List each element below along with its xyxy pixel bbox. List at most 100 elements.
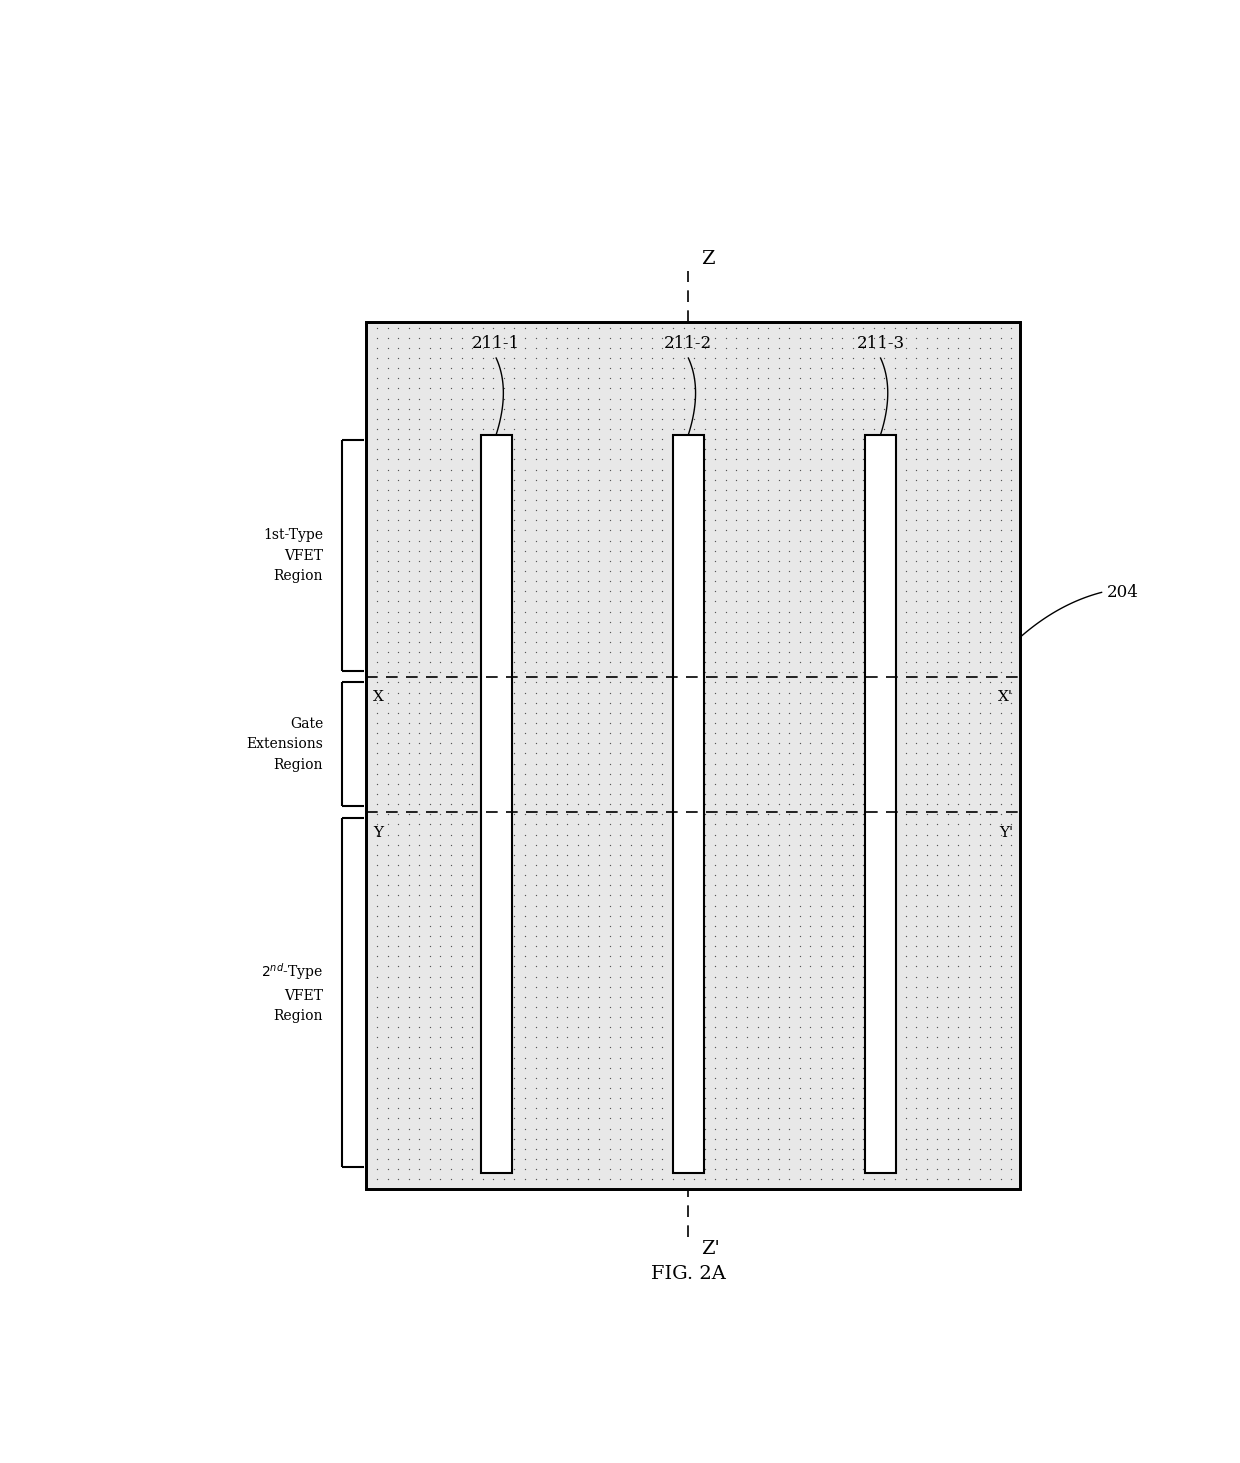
Point [748,955,768,979]
Point [663,1026,683,1049]
Point [895,367,915,391]
Point [388,701,408,724]
Point [600,904,620,928]
Point [600,853,620,876]
Point [832,519,852,543]
Point [706,1015,725,1039]
Point [906,386,926,410]
Point [621,631,641,654]
Point [980,1046,999,1069]
Point [758,448,777,471]
Point [780,873,800,897]
Point [420,427,440,451]
Point [472,509,492,533]
Point [378,499,398,522]
Point [621,752,641,775]
Point [916,347,936,370]
Point [843,1147,863,1170]
Point [673,549,693,572]
Point [367,832,387,856]
Point [484,803,503,827]
Point [568,995,588,1018]
Point [780,1127,800,1150]
Point [579,813,599,837]
Point [557,873,577,897]
Point [568,427,588,451]
Point [441,1087,461,1110]
Point [536,1067,556,1090]
Point [727,783,746,806]
Point [737,631,756,654]
Point [463,448,482,471]
Point [472,1015,492,1039]
Point [928,772,947,796]
Point [916,1015,936,1039]
Point [906,945,926,969]
Point [853,925,873,948]
Point [663,1106,683,1129]
Point [694,1015,714,1039]
Point [378,468,398,492]
Point [388,1005,408,1028]
Point [557,559,577,582]
Point [536,945,556,969]
Point [441,732,461,755]
Point [801,610,821,633]
Point [928,610,947,633]
Point [843,620,863,644]
Point [642,1137,662,1160]
Point [589,559,609,582]
Point [885,538,905,562]
Point [652,783,672,806]
Point [694,904,714,928]
Point [600,925,620,948]
Point [928,974,947,998]
Point [441,904,461,928]
Point [684,822,704,846]
Point [589,752,609,775]
Point [451,935,471,958]
Point [758,661,777,685]
Point [441,701,461,724]
Point [557,803,577,827]
Point [885,1077,905,1100]
Point [853,559,873,582]
Point [1002,742,1022,765]
Point [441,620,461,644]
Point [642,579,662,603]
Point [801,316,821,339]
Point [441,1026,461,1049]
Point [780,752,800,775]
Point [610,367,630,391]
Point [895,386,915,410]
Point [737,458,756,481]
Point [843,1077,863,1100]
Point [568,1106,588,1129]
Point [515,437,534,461]
Point [631,559,651,582]
Point [853,509,873,533]
Point [980,925,999,948]
Point [694,762,714,786]
Point [706,579,725,603]
Point [515,955,534,979]
Point [758,955,777,979]
Point [631,955,651,979]
Point [970,1116,990,1140]
Point [526,651,546,674]
Point [769,672,789,695]
Point [906,935,926,958]
Point [515,590,534,613]
Point [557,752,577,775]
Point [949,995,968,1018]
Point [631,672,651,695]
Point [526,863,546,887]
Point [663,701,683,724]
Point [642,347,662,370]
Point [579,721,599,745]
Point [673,985,693,1008]
Point [843,945,863,969]
Point [367,813,387,837]
Point [959,1077,978,1100]
Point [684,853,704,876]
